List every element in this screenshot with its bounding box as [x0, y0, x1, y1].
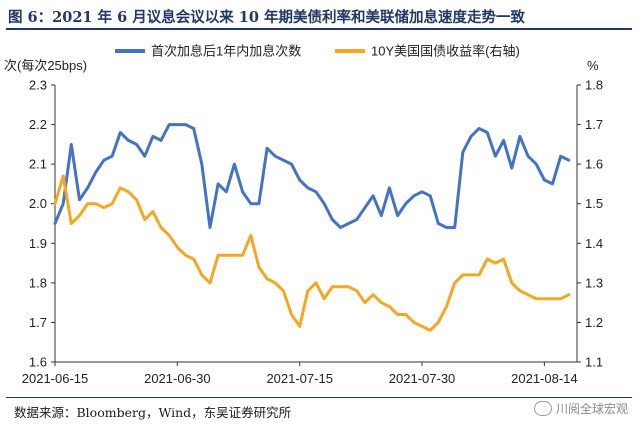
left-tick-label: 1.7 [29, 315, 47, 330]
legend-label-1: 首次加息后1年内加息次数 [151, 44, 301, 59]
left-tick-label: 1.9 [29, 236, 47, 251]
line-chart: 1.6 1.7 1.8 1.9 2.0 2.1 2.2 2.3 1.1 1.2 1.3 1.4 1.5 1… [4, 44, 603, 387]
right-tick-label: 1.8 [585, 78, 603, 93]
right-axis-label: % [587, 58, 599, 73]
left-tick-label: 1.8 [29, 275, 47, 290]
source-note: 数据来源：Bloomberg，Wind，东吴证券研究所 [14, 405, 292, 420]
right-tick-label: 1.2 [585, 315, 603, 330]
figure-title: 图 6：2021 年 6 月议息会议以来 10 年期美债利率和美联储加息速度走势… [8, 9, 525, 26]
left-tick-label: 2.3 [29, 78, 47, 93]
left-axis-label: 次(每次25bps) [4, 58, 87, 73]
right-tick-label: 1.7 [585, 117, 603, 132]
x-tick-label: 2021-07-30 [389, 371, 456, 386]
right-tick-label: 1.1 [585, 355, 603, 370]
source-divider [6, 397, 632, 398]
right-tick-label: 1.4 [585, 236, 603, 251]
legend-label-2: 10Y美国国债收益率(右轴) [371, 44, 520, 59]
x-tick-label: 2021-06-15 [22, 371, 89, 386]
x-tick-label: 2021-07-15 [266, 371, 333, 386]
left-tick-label: 2.1 [29, 157, 47, 172]
series-line-1 [53, 123, 571, 229]
watermark: 川阅全球宏观 [533, 400, 628, 417]
x-tick-label: 2021-06-30 [144, 371, 211, 386]
right-tick-label: 1.3 [585, 275, 603, 290]
right-tick-label: 1.5 [585, 196, 603, 211]
watermark-text: 川阅全球宏观 [555, 402, 628, 416]
wechat-icon [533, 401, 552, 416]
x-tick-label: 2021-08-14 [511, 371, 578, 386]
left-tick-label: 1.6 [29, 355, 47, 370]
series-line-2 [53, 174, 571, 332]
left-tick-label: 2.2 [29, 117, 47, 132]
title-bar: 图 6：2021 年 6 月议息会议以来 10 年期美债利率和美联储加息速度走势… [6, 4, 632, 30]
left-tick-label: 2.0 [29, 196, 47, 211]
right-tick-label: 1.6 [585, 157, 603, 172]
